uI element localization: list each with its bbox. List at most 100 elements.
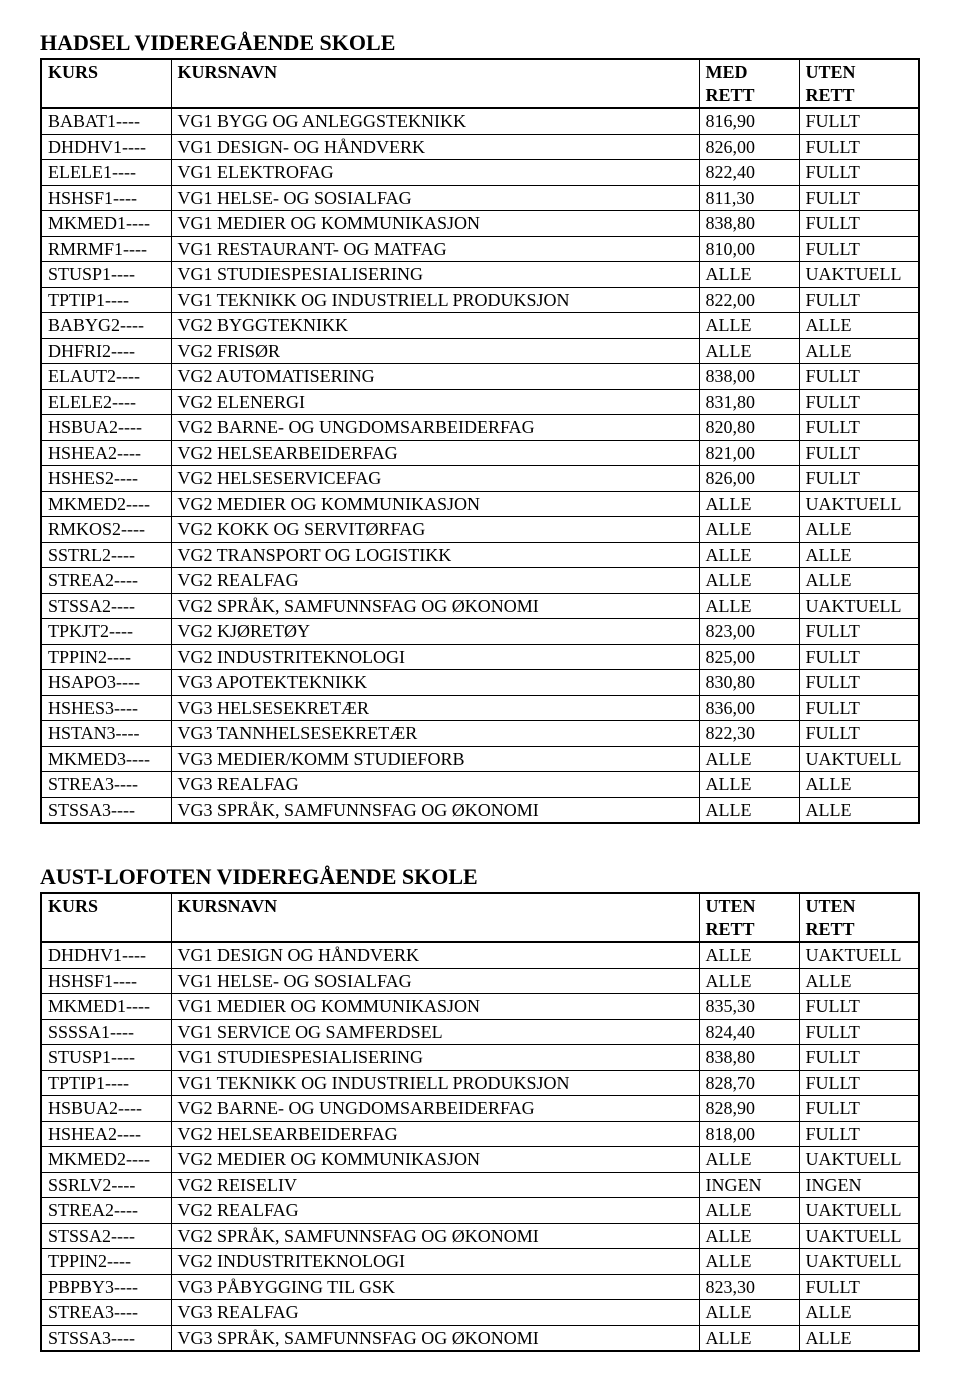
- cell-med: 828,70: [699, 1070, 799, 1096]
- cell-med: ALLE: [699, 1325, 799, 1351]
- cell-name: VG1 MEDIER OG KOMMUNIKASJON: [171, 994, 699, 1020]
- cell-med: ALLE: [699, 338, 799, 364]
- cell-name: VG2 INDUSTRITEKNOLOGI: [171, 1249, 699, 1275]
- table-row: TPPIN2----VG2 INDUSTRITEKNOLOGIALLEUAKTU…: [41, 1249, 919, 1275]
- cell-name: VG2 REALFAG: [171, 568, 699, 594]
- cell-med: ALLE: [699, 746, 799, 772]
- cell-med: 830,80: [699, 670, 799, 696]
- cell-code: MKMED3----: [41, 746, 171, 772]
- cell-uten: FULLT: [799, 364, 919, 390]
- cell-code: HSHSF1----: [41, 968, 171, 994]
- cell-code: STUSP1----: [41, 1045, 171, 1071]
- cell-name: VG3 PÅBYGGING TIL GSK: [171, 1274, 699, 1300]
- cell-name: VG1 HELSE- OG SOSIALFAG: [171, 185, 699, 211]
- document-root: HADSEL VIDEREGÅENDE SKOLEKURSKURSNAVNMED…: [40, 30, 920, 1352]
- table-row: MKMED1----VG1 MEDIER OG KOMMUNIKASJON835…: [41, 994, 919, 1020]
- cell-uten: ALLE: [799, 568, 919, 594]
- cell-name: VG2 REALFAG: [171, 1198, 699, 1224]
- cell-med: ALLE: [699, 1223, 799, 1249]
- cell-code: TPKJT2----: [41, 619, 171, 645]
- cell-name: VG2 BARNE- OG UNGDOMSARBEIDERFAG: [171, 415, 699, 441]
- course-table: KURSKURSNAVNMEDRETTUTENRETTBABAT1----VG1…: [40, 58, 920, 824]
- table-row: HSHEA2----VG2 HELSEARBEIDERFAG818,00FULL…: [41, 1121, 919, 1147]
- cell-uten: FULLT: [799, 389, 919, 415]
- table-row: ELELE2----VG2 ELENERGI831,80FULLT: [41, 389, 919, 415]
- table-row: SSRLV2----VG2 REISELIVINGENINGEN: [41, 1172, 919, 1198]
- table-row: DHDHV1----VG1 DESIGN- OG HÅNDVERK826,00F…: [41, 134, 919, 160]
- cell-code: HSTAN3----: [41, 721, 171, 747]
- course-table: KURSKURSNAVNUTENRETTUTENRETTDHDHV1----VG…: [40, 892, 920, 1352]
- table-row: STREA3----VG3 REALFAGALLEALLE: [41, 772, 919, 798]
- cell-med: ALLE: [699, 491, 799, 517]
- cell-med: ALLE: [699, 1147, 799, 1173]
- cell-code: SSTRL2----: [41, 542, 171, 568]
- cell-med: 836,00: [699, 695, 799, 721]
- school-title: AUST-LOFOTEN VIDEREGÅENDE SKOLE: [40, 864, 920, 890]
- cell-uten: UAKTUELL: [799, 1249, 919, 1275]
- cell-uten: FULLT: [799, 1121, 919, 1147]
- cell-code: TPPIN2----: [41, 1249, 171, 1275]
- table-row: ELELE1----VG1 ELEKTROFAG822,40FULLT: [41, 160, 919, 186]
- cell-code: MKMED1----: [41, 211, 171, 237]
- table-row: HSHSF1----VG1 HELSE- OG SOSIALFAGALLEALL…: [41, 968, 919, 994]
- col-header-kurs: KURS: [41, 59, 171, 108]
- cell-med: INGEN: [699, 1172, 799, 1198]
- cell-name: VG1 STUDIESPESIALISERING: [171, 262, 699, 288]
- cell-med: 822,40: [699, 160, 799, 186]
- cell-name: VG1 BYGG OG ANLEGGSTEKNIKK: [171, 108, 699, 134]
- cell-uten: FULLT: [799, 644, 919, 670]
- cell-name: VG2 AUTOMATISERING: [171, 364, 699, 390]
- table-row: SSSSA1----VG1 SERVICE OG SAMFERDSEL824,4…: [41, 1019, 919, 1045]
- cell-uten: ALLE: [799, 542, 919, 568]
- table-row: RMKOS2----VG2 KOKK OG SERVITØRFAGALLEALL…: [41, 517, 919, 543]
- cell-med: 835,30: [699, 994, 799, 1020]
- col-header-uten-rett: UTENRETT: [799, 893, 919, 942]
- cell-med: 821,00: [699, 440, 799, 466]
- cell-name: VG2 INDUSTRITEKNOLOGI: [171, 644, 699, 670]
- cell-uten: UAKTUELL: [799, 1147, 919, 1173]
- cell-uten: FULLT: [799, 415, 919, 441]
- cell-med: ALLE: [699, 968, 799, 994]
- table-row: SSTRL2----VG2 TRANSPORT OG LOGISTIKKALLE…: [41, 542, 919, 568]
- cell-uten: FULLT: [799, 236, 919, 262]
- cell-code: TPTIP1----: [41, 287, 171, 313]
- cell-uten: FULLT: [799, 1045, 919, 1071]
- col-header-kursnavn: KURSNAVN: [171, 59, 699, 108]
- cell-med: 818,00: [699, 1121, 799, 1147]
- cell-name: VG3 TANNHELSESEKRETÆR: [171, 721, 699, 747]
- cell-name: VG1 HELSE- OG SOSIALFAG: [171, 968, 699, 994]
- cell-name: VG2 BARNE- OG UNGDOMSARBEIDERFAG: [171, 1096, 699, 1122]
- cell-name: VG3 REALFAG: [171, 1300, 699, 1326]
- cell-uten: FULLT: [799, 211, 919, 237]
- cell-uten: FULLT: [799, 619, 919, 645]
- cell-med: ALLE: [699, 262, 799, 288]
- table-row: STREA2----VG2 REALFAGALLEALLE: [41, 568, 919, 594]
- cell-code: STSSA3----: [41, 1325, 171, 1351]
- cell-code: ELELE1----: [41, 160, 171, 186]
- cell-med: ALLE: [699, 568, 799, 594]
- cell-med: 828,90: [699, 1096, 799, 1122]
- col-header-uten-rett: UTENRETT: [799, 59, 919, 108]
- cell-name: VG1 SERVICE OG SAMFERDSEL: [171, 1019, 699, 1045]
- cell-uten: UAKTUELL: [799, 1223, 919, 1249]
- cell-med: 810,00: [699, 236, 799, 262]
- col-header-kursnavn: KURSNAVN: [171, 893, 699, 942]
- cell-uten: FULLT: [799, 1096, 919, 1122]
- cell-uten: ALLE: [799, 968, 919, 994]
- cell-code: STREA2----: [41, 568, 171, 594]
- table-row: HSAPO3----VG3 APOTEKTEKNIKK830,80FULLT: [41, 670, 919, 696]
- cell-med: ALLE: [699, 542, 799, 568]
- cell-uten: FULLT: [799, 108, 919, 134]
- cell-uten: UAKTUELL: [799, 491, 919, 517]
- cell-code: HSBUA2----: [41, 415, 171, 441]
- cell-name: VG1 DESIGN- OG HÅNDVERK: [171, 134, 699, 160]
- cell-name: VG2 BYGGTEKNIKK: [171, 313, 699, 339]
- cell-med: ALLE: [699, 1198, 799, 1224]
- cell-code: HSHES3----: [41, 695, 171, 721]
- cell-med: 824,40: [699, 1019, 799, 1045]
- cell-name: VG2 MEDIER OG KOMMUNIKASJON: [171, 1147, 699, 1173]
- cell-med: 822,00: [699, 287, 799, 313]
- cell-uten: INGEN: [799, 1172, 919, 1198]
- cell-name: VG2 FRISØR: [171, 338, 699, 364]
- cell-name: VG1 TEKNIKK OG INDUSTRIELL PRODUKSJON: [171, 1070, 699, 1096]
